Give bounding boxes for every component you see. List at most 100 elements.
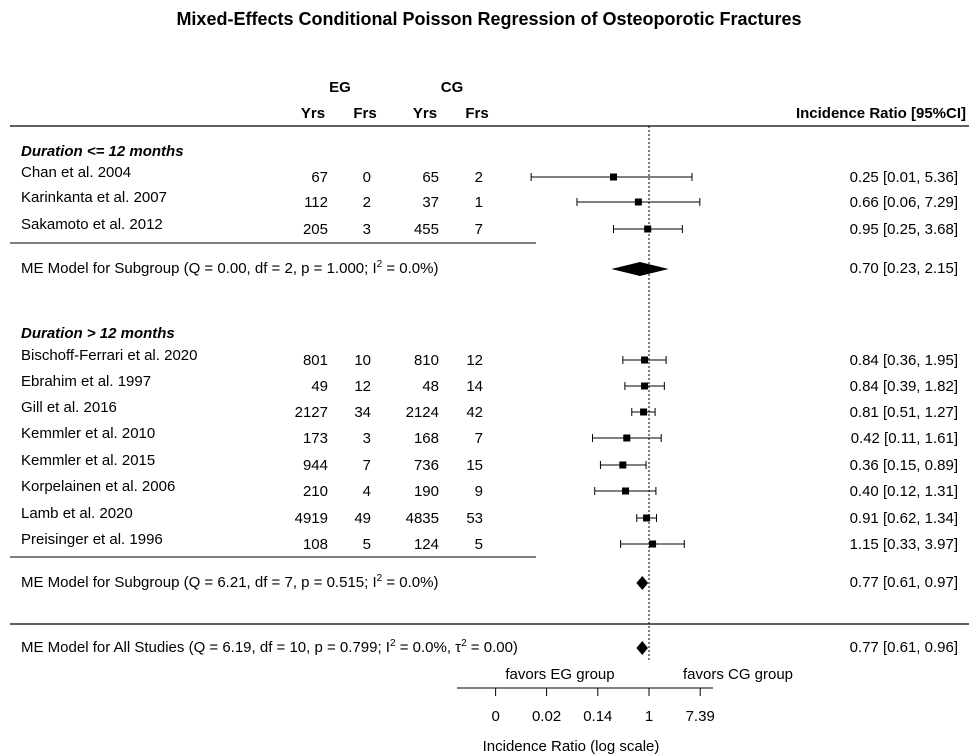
cg-frs-cell: 14 [466, 378, 483, 395]
estimate-cell: 0.36 [0.15, 0.89] [850, 457, 958, 474]
x-axis-label: Incidence Ratio (log scale) [483, 738, 660, 755]
eg-yrs-cell: 4919 [295, 510, 328, 527]
cg-yrs-cell: 65 [422, 169, 439, 186]
point-estimate [640, 408, 648, 416]
cg-frs-cell: 7 [475, 221, 483, 238]
cg-yrs-cell: 736 [414, 457, 439, 474]
study-name: Preisinger et al. 1996 [21, 531, 163, 548]
summary-diamond [611, 262, 669, 276]
eg-frs-cell: 34 [354, 404, 371, 421]
chart-title: Mixed-Effects Conditional Poisson Regres… [176, 9, 801, 29]
x-axis: 0 0.02 0.14 1 7.39 [457, 687, 715, 725]
cg-yrs-cell: 2124 [406, 404, 439, 421]
cg-frs-cell: 9 [475, 483, 483, 500]
overall-model-estimate: 0.77 [0.61, 0.96] [850, 639, 958, 656]
estimate-cell: 0.91 [0.62, 1.34] [850, 510, 958, 527]
cg-frs-cell: 2 [475, 169, 483, 186]
favors-right-label: favors CG group [683, 666, 793, 683]
estimate-cell: 0.42 [0.11, 1.61] [851, 430, 958, 447]
estimate-cell: 0.40 [0.12, 1.31] [850, 483, 958, 500]
study-name: Ebrahim et al. 1997 [21, 373, 151, 390]
study-name: Bischoff-Ferrari et al. 2020 [21, 347, 197, 364]
cg-frs-cell: 5 [475, 536, 483, 553]
eg-frs-cell: 2 [363, 194, 371, 211]
summary-diamond [636, 641, 648, 655]
point-estimate [641, 356, 649, 364]
point-estimate [643, 514, 651, 522]
header-group-cg: CG [441, 79, 464, 96]
subgroup-heading: Duration > 12 months [21, 325, 175, 342]
estimate-cell: 0.81 [0.51, 1.27] [850, 404, 958, 421]
cg-frs-cell: 42 [466, 404, 483, 421]
eg-frs-cell: 3 [363, 221, 371, 238]
summary-diamond [636, 576, 649, 590]
cg-yrs-cell: 37 [422, 194, 439, 211]
eg-yrs-cell: 801 [303, 352, 328, 369]
favors-left-label: favors EG group [505, 666, 614, 683]
study-name: Korpelainen et al. 2006 [21, 478, 175, 495]
study-name: Kemmler et al. 2010 [21, 425, 155, 442]
cg-yrs-cell: 48 [422, 378, 439, 395]
subgroup-heading: Duration <= 12 months [21, 143, 184, 160]
eg-frs-cell: 12 [354, 378, 371, 395]
estimate-cell: 0.66 [0.06, 7.29] [850, 194, 958, 211]
point-estimate [641, 382, 649, 390]
cg-frs-cell: 53 [466, 510, 483, 527]
eg-yrs-cell: 173 [303, 430, 328, 447]
cg-frs-cell: 12 [466, 352, 483, 369]
cg-frs-cell: 15 [466, 457, 483, 474]
subgroup-model-estimate: 0.70 [0.23, 2.15] [850, 260, 958, 277]
cg-yrs-cell: 190 [414, 483, 439, 500]
study-name: Gill et al. 2016 [21, 399, 117, 416]
eg-yrs-cell: 205 [303, 221, 328, 238]
point-estimate [644, 225, 652, 233]
subgroup-model-label: ME Model for Subgroup (Q = 0.00, df = 2,… [21, 259, 438, 277]
cg-frs-cell: 1 [475, 194, 483, 211]
eg-yrs-cell: 944 [303, 457, 328, 474]
forest-rows: Duration <= 12 months Chan et al. 2004 67 0… [10, 143, 958, 656]
overall-model-label: ME Model for All Studies (Q = 6.19, df =… [21, 638, 518, 656]
header-eg-frs: Frs [353, 105, 376, 122]
eg-frs-cell: 7 [363, 457, 371, 474]
eg-frs-cell: 3 [363, 430, 371, 447]
x-tick-label: 1 [645, 708, 653, 725]
x-tick-label: 0 [491, 708, 499, 725]
eg-yrs-cell: 49 [311, 378, 328, 395]
cg-yrs-cell: 124 [414, 536, 439, 553]
eg-yrs-cell: 108 [303, 536, 328, 553]
eg-yrs-cell: 210 [303, 483, 328, 500]
eg-frs-cell: 10 [354, 352, 371, 369]
subgroup-model-estimate: 0.77 [0.61, 0.97] [850, 574, 958, 591]
study-name: Lamb et al. 2020 [21, 505, 133, 522]
estimate-cell: 0.25 [0.01, 5.36] [850, 169, 958, 186]
point-estimate [619, 461, 627, 469]
estimate-cell: 0.84 [0.36, 1.95] [850, 352, 958, 369]
cg-frs-cell: 7 [475, 430, 483, 447]
eg-frs-cell: 5 [363, 536, 371, 553]
point-estimate [610, 173, 618, 181]
cg-yrs-cell: 455 [414, 221, 439, 238]
point-estimate [623, 434, 631, 442]
eg-frs-cell: 0 [363, 169, 371, 186]
cg-yrs-cell: 810 [414, 352, 439, 369]
header-eg-yrs: Yrs [301, 105, 325, 122]
subgroup-model-label: ME Model for Subgroup (Q = 6.21, df = 7,… [21, 573, 438, 591]
point-estimate [649, 540, 657, 548]
point-estimate [634, 198, 642, 206]
study-name: Karinkanta et al. 2007 [21, 189, 167, 206]
point-estimate [622, 487, 630, 495]
cg-yrs-cell: 168 [414, 430, 439, 447]
study-name: Sakamoto et al. 2012 [21, 216, 163, 233]
header-group-eg: EG [329, 79, 351, 96]
x-tick-label: 0.02 [532, 708, 561, 725]
eg-frs-cell: 49 [354, 510, 371, 527]
study-name: Chan et al. 2004 [21, 164, 131, 181]
eg-yrs-cell: 112 [304, 194, 328, 211]
eg-yrs-cell: 2127 [295, 404, 328, 421]
x-tick-label: 7.39 [686, 708, 715, 725]
cg-yrs-cell: 4835 [406, 510, 439, 527]
eg-yrs-cell: 67 [311, 169, 328, 186]
header-estimate: Incidence Ratio [95%CI] [796, 105, 966, 122]
header-cg-yrs: Yrs [413, 105, 437, 122]
